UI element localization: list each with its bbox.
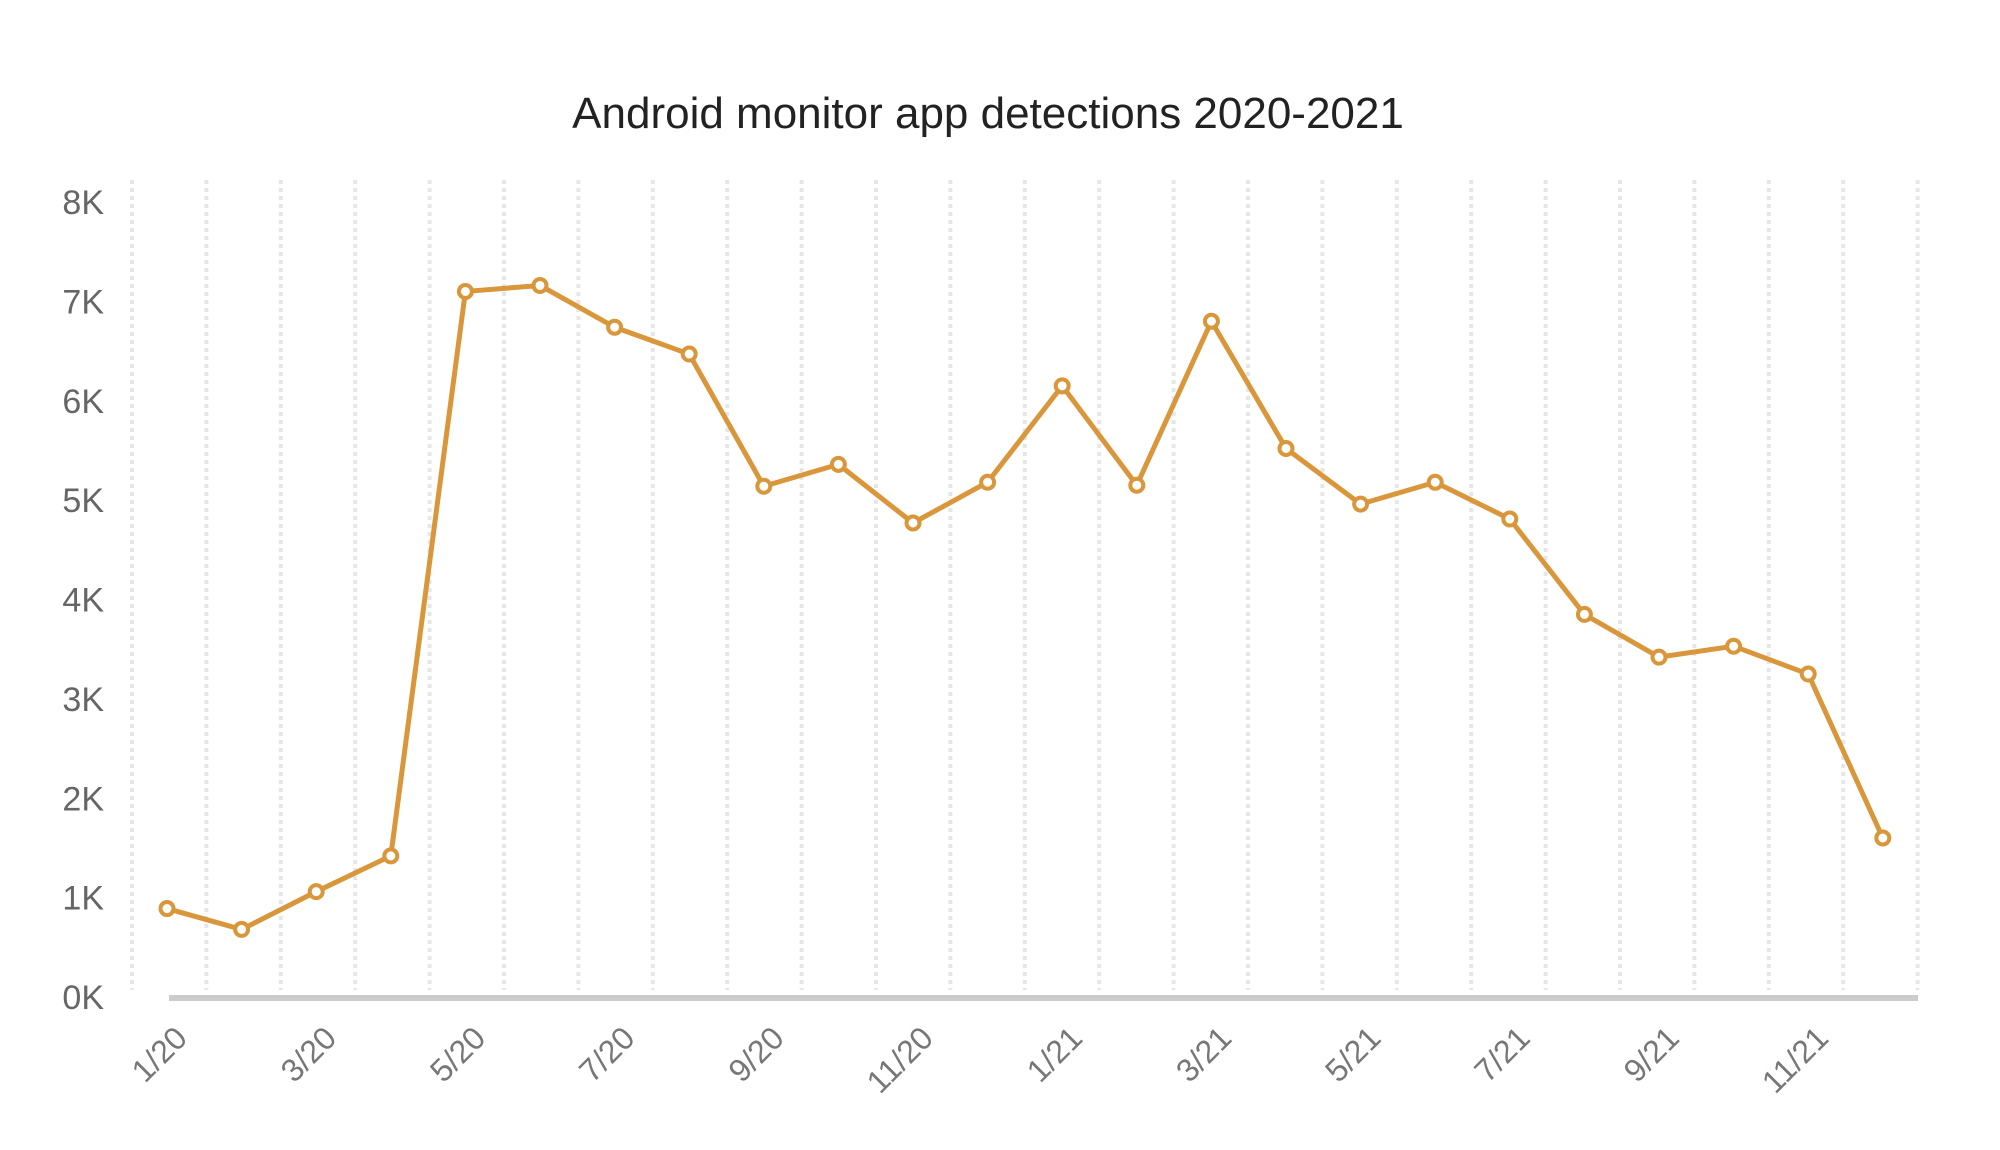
y-tick-label: 1K xyxy=(62,880,104,918)
y-tick-label: 4K xyxy=(62,582,104,620)
x-tick-label: 11/20 xyxy=(860,1019,940,1099)
x-tick-label: 5/20 xyxy=(423,1019,492,1088)
y-tick-label: 2K xyxy=(62,780,104,818)
y-tick-label: 6K xyxy=(62,383,104,421)
data-point xyxy=(1725,637,1743,655)
data-point xyxy=(904,514,922,532)
data-point xyxy=(1053,377,1071,395)
x-tick-label: 3/21 xyxy=(1169,1019,1238,1088)
y-tick-label: 5K xyxy=(62,482,104,520)
y-tick-label: 7K xyxy=(62,283,104,321)
data-point xyxy=(1575,605,1593,623)
x-tick-label: 7/20 xyxy=(572,1019,641,1088)
x-tick-label: 1/20 xyxy=(124,1019,193,1088)
x-tick-label: 7/21 xyxy=(1467,1019,1536,1088)
grid xyxy=(130,180,1920,990)
y-tick-label: 8K xyxy=(62,184,104,222)
data-point xyxy=(979,473,997,491)
data-point xyxy=(1426,473,1444,491)
series-line xyxy=(166,282,1886,932)
y-axis: 0K 1K 2K 3K 4K 5K 6K 7K 8K xyxy=(62,184,104,1017)
data-point xyxy=(1352,495,1370,513)
data-point xyxy=(755,477,773,495)
chart-title: Android monitor app detections 2020-2021 xyxy=(572,89,1404,138)
data-point xyxy=(1799,665,1817,683)
data-point xyxy=(456,282,474,300)
x-tick-label: 9/21 xyxy=(1616,1019,1685,1088)
data-point xyxy=(829,455,847,473)
y-tick-label: 0K xyxy=(62,979,104,1017)
x-tick-label: 11/21 xyxy=(1755,1019,1835,1099)
data-point xyxy=(158,900,176,918)
x-tick-label: 5/21 xyxy=(1318,1019,1387,1088)
data-point xyxy=(1874,829,1892,847)
data-point xyxy=(1501,510,1519,528)
x-tick-label: 3/20 xyxy=(274,1019,343,1088)
data-point xyxy=(1650,648,1668,666)
x-tick-label: 1/21 xyxy=(1020,1019,1089,1088)
data-point xyxy=(1202,312,1220,330)
y-tick-label: 3K xyxy=(62,681,104,719)
data-point xyxy=(307,883,325,901)
data-point xyxy=(531,276,549,294)
x-tick-label: 9/20 xyxy=(721,1019,790,1088)
data-point xyxy=(1128,476,1146,494)
data-point xyxy=(606,318,624,336)
x-axis: 1/20 3/20 5/20 7/20 9/20 11/20 1/21 3/21 5/21 7/2… xyxy=(124,1019,1835,1099)
data-point xyxy=(382,847,400,865)
data-point xyxy=(680,345,698,363)
data-point xyxy=(1277,439,1295,457)
data-point xyxy=(233,920,251,938)
series xyxy=(158,276,1892,938)
